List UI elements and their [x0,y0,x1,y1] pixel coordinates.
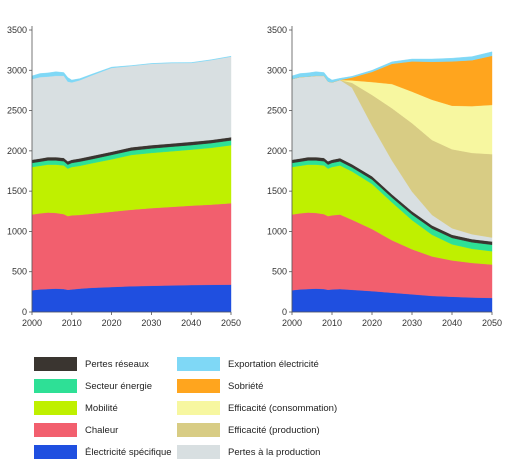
y-tick-label: 1500 [7,186,27,196]
area-exportation-electricite [31,55,232,83]
y-tick-label: 2500 [267,106,287,116]
legend-item-electricite-specifique: Électricité spécifique [34,444,172,460]
x-tick-label: 2020 [102,318,122,328]
y-tick-label: 3000 [267,65,287,75]
chart-left: 0 500 1000 1500 2000 2500 3000 3500 2000 2010 2020… [7,25,241,328]
y-tick-label: 3500 [267,25,287,35]
y-tick-label: 3500 [7,25,27,35]
y-tick-label: 0 [282,307,287,317]
legend-swatch [34,401,77,415]
legend-item-pertes-reseaux: Pertes réseaux [34,356,149,372]
legend-label: Pertes à la production [228,446,321,458]
legend-label: Mobilité [85,402,118,414]
legend-label: Exportation électricité [228,358,319,370]
x-tick-label: 2030 [141,318,161,328]
legend-swatch [177,445,220,459]
x-tick-label: 2030 [402,318,422,328]
legend-label: Électricité spécifique [85,446,172,458]
y-tick-label: 2000 [7,146,27,156]
legend-swatch [34,423,77,437]
y-tick-label: 0 [22,307,27,317]
y-tick-label: 1000 [7,226,27,236]
legend-swatch [34,379,77,393]
legend-swatch [34,445,77,459]
legend-swatch [34,357,77,371]
x-tick-label: 2020 [362,318,382,328]
legend-label: Chaleur [85,424,119,436]
legend-swatch [177,379,220,393]
chart-right: 0 500 1000 1500 2000 2500 3000 3500 2000 2010 2020… [267,25,502,328]
y-tick-label: 2500 [7,106,27,116]
legend-item-efficacite-production: Efficacité (production) [177,422,320,438]
x-tick-label: 2040 [181,318,201,328]
y-tick-label: 3000 [7,65,27,75]
legend-item-sobriete: Sobriété [177,378,263,394]
legend-label: Efficacité (production) [228,424,320,436]
x-tick-label: 2050 [221,318,241,328]
legend-swatch [177,401,220,415]
legend-item-secteur-energie: Secteur énergie [34,378,152,394]
legend: Pertes réseaux Secteur énergie Mobilité … [34,356,494,466]
y-tick-label: 1000 [267,226,287,236]
y-tick-label: 2000 [267,146,287,156]
area-exportation-electricite [291,51,493,83]
legend-label: Sobriété [228,380,264,392]
legend-item-mobilite: Mobilité [34,400,118,416]
charts-canvas: 0 500 1000 1500 2000 2500 3000 3500 2000 2010 2020… [7,25,502,328]
y-tick-label: 1500 [267,186,287,196]
area-chaleur [31,202,232,291]
x-tick-label: 2010 [322,318,342,328]
legend-item-chaleur: Chaleur [34,422,118,438]
legend-swatch [177,423,220,437]
x-tick-label: 2000 [22,318,42,328]
legend-label: Secteur énergie [85,380,153,392]
x-tick-label: 2040 [442,318,462,328]
x-tick-label: 2010 [62,318,82,328]
legend-label: Efficacité (consommation) [228,402,338,414]
y-tick-label: 500 [12,267,27,277]
x-tick-label: 2050 [482,318,502,328]
legend-label: Pertes réseaux [85,358,149,370]
legend-item-exportation-electricite: Exportation électricité [177,356,319,372]
x-tick-label: 2000 [282,318,302,328]
y-tick-label: 500 [272,267,287,277]
legend-swatch [177,357,220,371]
legend-item-efficacite-consommation: Efficacité (consommation) [177,400,337,416]
legend-item-pertes-production: Pertes à la production [177,444,320,460]
